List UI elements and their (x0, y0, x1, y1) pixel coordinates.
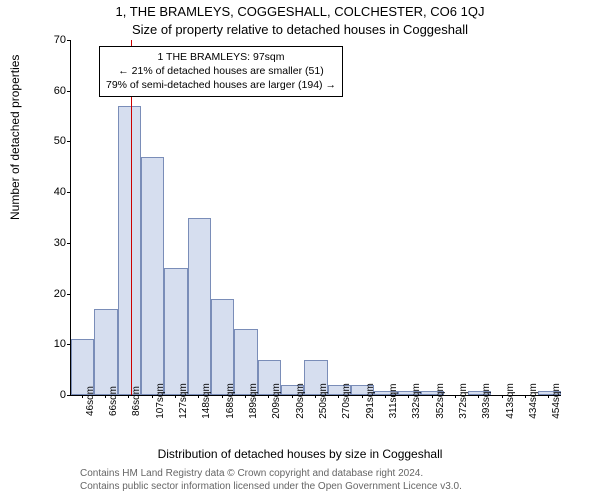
plot-area: 1 THE BRAMLEYS: 97sqm← 21% of detached h… (70, 40, 561, 396)
annotation-line: ← 21% of detached houses are smaller (51… (106, 64, 336, 78)
x-tick-mark (128, 395, 129, 398)
x-tick-label: 107sqm (155, 383, 166, 419)
y-tick-mark (67, 91, 70, 92)
y-tick-label: 20 (54, 288, 66, 300)
x-tick-label: 86sqm (131, 386, 142, 416)
y-tick-mark (67, 192, 70, 193)
x-tick-mark (432, 395, 433, 398)
x-tick-mark (338, 395, 339, 398)
chart-title-sub: Size of property relative to detached ho… (0, 22, 600, 37)
x-tick-label: 393sqm (481, 383, 492, 419)
x-tick-mark (292, 395, 293, 398)
x-tick-mark (385, 395, 386, 398)
x-tick-label: 168sqm (225, 383, 236, 419)
y-tick-label: 50 (54, 135, 66, 147)
x-tick-mark (222, 395, 223, 398)
histogram-bar (94, 309, 117, 395)
attribution-line-2: Contains public sector information licen… (80, 481, 590, 492)
x-tick-label: 413sqm (505, 383, 516, 419)
x-tick-mark (525, 395, 526, 398)
x-tick-mark (152, 395, 153, 398)
x-tick-label: 332sqm (411, 383, 422, 419)
y-tick-mark (67, 395, 70, 396)
x-tick-mark (408, 395, 409, 398)
x-axis-label: Distribution of detached houses by size … (0, 447, 600, 461)
histogram-bar (164, 268, 187, 395)
y-axis-label: Number of detached properties (8, 55, 22, 220)
x-tick-label: 189sqm (248, 383, 259, 419)
x-tick-label: 454sqm (551, 383, 562, 419)
x-tick-mark (502, 395, 503, 398)
x-tick-mark (175, 395, 176, 398)
y-tick-label: 0 (60, 389, 66, 401)
chart-container: { "chart": { "type": "histogram", "title… (0, 0, 600, 500)
x-tick-label: 372sqm (458, 383, 469, 419)
y-tick-label: 40 (54, 186, 66, 198)
x-tick-label: 270sqm (341, 383, 352, 419)
x-tick-label: 127sqm (178, 383, 189, 419)
x-tick-mark (315, 395, 316, 398)
y-tick-mark (67, 294, 70, 295)
x-tick-mark (455, 395, 456, 398)
x-tick-mark (548, 395, 549, 398)
annotation-line: 79% of semi-detached houses are larger (… (106, 78, 336, 92)
histogram-bar (118, 106, 141, 395)
x-tick-mark (105, 395, 106, 398)
histogram-bar (211, 299, 234, 395)
histogram-bar (141, 157, 164, 395)
x-tick-label: 352sqm (435, 383, 446, 419)
y-tick-mark (67, 40, 70, 41)
histogram-bar (188, 218, 211, 396)
x-tick-mark (198, 395, 199, 398)
y-tick-label: 60 (54, 85, 66, 97)
x-tick-mark (82, 395, 83, 398)
x-tick-label: 209sqm (271, 383, 282, 419)
x-tick-label: 311sqm (388, 384, 399, 419)
x-tick-label: 291sqm (365, 383, 376, 419)
annotation-box: 1 THE BRAMLEYS: 97sqm← 21% of detached h… (99, 46, 343, 97)
chart-title-main: 1, THE BRAMLEYS, COGGESHALL, COLCHESTER,… (0, 4, 600, 19)
y-tick-label: 30 (54, 237, 66, 249)
x-tick-mark (268, 395, 269, 398)
x-tick-label: 148sqm (201, 383, 212, 419)
x-tick-mark (245, 395, 246, 398)
x-tick-label: 434sqm (528, 383, 539, 419)
x-tick-mark (478, 395, 479, 398)
y-tick-mark (67, 141, 70, 142)
x-tick-label: 250sqm (318, 383, 329, 419)
y-tick-label: 10 (54, 338, 66, 350)
x-tick-mark (362, 395, 363, 398)
x-tick-label: 230sqm (295, 383, 306, 419)
y-tick-mark (67, 243, 70, 244)
y-tick-mark (67, 344, 70, 345)
annotation-line: 1 THE BRAMLEYS: 97sqm (106, 50, 336, 64)
attribution-line-1: Contains HM Land Registry data © Crown c… (80, 468, 590, 479)
y-tick-label: 70 (54, 34, 66, 46)
x-tick-label: 46sqm (85, 386, 96, 416)
x-tick-label: 66sqm (108, 386, 119, 416)
